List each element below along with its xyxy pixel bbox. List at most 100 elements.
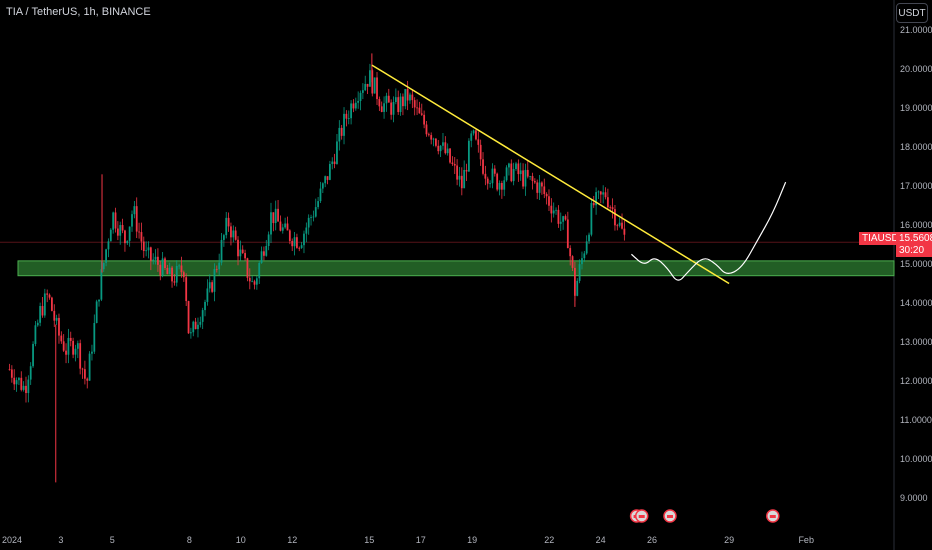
- candle-body: [298, 247, 301, 249]
- candle-body: [187, 301, 190, 334]
- candle-body: [98, 299, 100, 302]
- candle-body: [234, 230, 237, 240]
- candle-body: [161, 258, 164, 276]
- candle-body: [409, 94, 411, 101]
- candle-body: [350, 103, 352, 119]
- candle-body: [559, 221, 562, 224]
- candle-body: [246, 258, 249, 278]
- candle-body: [274, 208, 277, 224]
- candle-body: [182, 272, 185, 278]
- candle-body: [406, 88, 409, 101]
- candle-body: [413, 100, 416, 108]
- candle-body: [331, 161, 334, 165]
- candle-body: [552, 210, 555, 214]
- candle-body: [46, 293, 49, 295]
- y-tick-label: 16.0000: [900, 220, 932, 230]
- candle-body: [204, 301, 206, 311]
- candle-body: [215, 268, 218, 270]
- candle-body: [100, 269, 103, 300]
- candle-body: [399, 96, 402, 113]
- candle-body: [609, 207, 612, 209]
- candle-body: [333, 161, 336, 164]
- candle-body: [489, 183, 491, 185]
- candle-body: [296, 237, 298, 248]
- candle-body: [69, 337, 72, 341]
- candle-body: [364, 83, 367, 91]
- candle-body: [192, 321, 195, 333]
- candle-body: [611, 207, 614, 210]
- y-tick-label: 13.0000: [900, 337, 932, 347]
- candle-body: [265, 245, 268, 256]
- candle-body: [107, 241, 110, 250]
- candle-body: [171, 267, 173, 282]
- candle-body: [288, 230, 291, 241]
- candle-body: [310, 217, 312, 219]
- candle-body: [470, 133, 473, 141]
- candle-body: [392, 101, 395, 115]
- candle-body: [402, 96, 404, 107]
- x-tick-label: 5: [110, 535, 115, 545]
- x-tick-label: 29: [724, 535, 734, 545]
- candle-body: [260, 251, 263, 263]
- candle-body: [121, 225, 124, 231]
- candle-body: [467, 140, 470, 172]
- candle-body: [404, 88, 407, 107]
- event-marker-flag: [666, 515, 673, 518]
- candle-body: [529, 176, 532, 177]
- candle-body: [206, 288, 209, 302]
- candle-body: [263, 251, 265, 256]
- candle-body: [142, 241, 145, 251]
- candle-body: [533, 181, 536, 183]
- candle-body: [227, 217, 230, 227]
- x-tick-label: 8: [187, 535, 192, 545]
- candle-body: [303, 233, 305, 246]
- x-tick-label: 22: [544, 535, 554, 545]
- candle-body: [166, 268, 169, 275]
- candle-body: [623, 228, 626, 235]
- x-tick-label: 17: [416, 535, 426, 545]
- candle-body: [449, 148, 451, 163]
- candle-body: [8, 369, 11, 371]
- event-marker-flag: [638, 515, 645, 518]
- candle-body: [385, 95, 388, 104]
- candle-body: [519, 170, 522, 175]
- candle-body: [109, 229, 112, 242]
- currency-button[interactable]: USDT: [896, 3, 928, 23]
- candle-body: [145, 250, 148, 252]
- candle-body: [51, 297, 53, 311]
- candle-body: [194, 321, 197, 330]
- symbol-price-label: TIAUSDT: [859, 232, 908, 245]
- candle-body: [597, 191, 600, 193]
- candle-body: [248, 277, 251, 282]
- projection-curve: [631, 181, 787, 281]
- candle-body: [15, 380, 18, 385]
- candle-body: [55, 317, 58, 321]
- candle-body: [67, 337, 70, 355]
- candle-body: [286, 223, 289, 231]
- candle-body: [10, 369, 13, 378]
- candle-body: [621, 222, 623, 229]
- candle-body: [425, 124, 428, 135]
- candle-body: [343, 113, 345, 136]
- candle-body: [220, 239, 223, 263]
- candle-body: [72, 340, 75, 355]
- candle-body: [102, 262, 105, 270]
- candle-body: [566, 219, 569, 249]
- candle-body: [510, 163, 513, 182]
- candle-body: [602, 192, 605, 195]
- candle-body: [599, 191, 602, 195]
- chart-title: TIA / TetherUS, 1h, BINANCE: [6, 6, 151, 18]
- candle-body: [463, 169, 466, 189]
- x-tick-label: 3: [58, 535, 63, 545]
- candle-body: [293, 237, 296, 247]
- candle-body: [472, 130, 475, 134]
- candle-body: [131, 214, 133, 227]
- candle-body: [201, 310, 204, 322]
- candle-body: [258, 262, 261, 279]
- candle-body: [189, 332, 192, 334]
- y-tick-label: 10.0000: [900, 454, 932, 464]
- candle-body: [119, 225, 122, 236]
- candle-body: [32, 343, 34, 367]
- candle-body: [22, 385, 25, 390]
